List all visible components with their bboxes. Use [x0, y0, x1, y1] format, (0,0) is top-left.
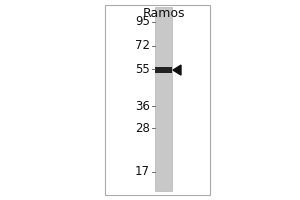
Text: 95: 95	[135, 15, 150, 28]
Bar	[155, 67, 172, 70]
Bar	[105, 5, 210, 195]
Bar	[155, 70, 172, 73]
Text: 36: 36	[135, 100, 150, 113]
Text: 28: 28	[135, 122, 150, 135]
Text: 72: 72	[135, 39, 150, 52]
Text: 55: 55	[135, 63, 150, 76]
Polygon shape	[173, 65, 181, 75]
Text: Ramos: Ramos	[142, 7, 185, 20]
Bar	[155, 7, 172, 191]
Text: 17: 17	[135, 165, 150, 178]
